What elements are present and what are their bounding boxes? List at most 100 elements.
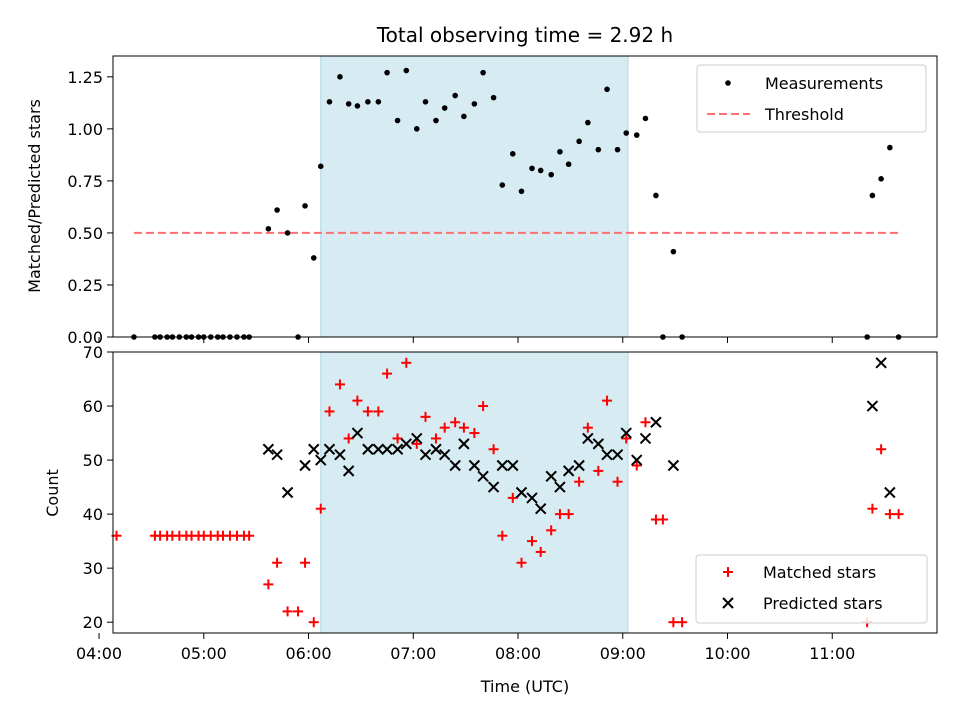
- measurement-point: [565, 161, 572, 168]
- matched-star-point: [469, 428, 480, 439]
- matched-star-point: [450, 417, 461, 428]
- bottom-y-axis-label: Count: [43, 469, 62, 517]
- predicted-star-point: [299, 459, 311, 472]
- measurement-point: [490, 94, 497, 101]
- bottom-plot-frame: [112, 351, 938, 634]
- matched-star-point: [535, 546, 546, 557]
- predicted-star-point: [884, 486, 896, 499]
- measurement-point: [302, 203, 308, 209]
- predicted-star-point: [592, 438, 605, 450]
- predicted-star-point: [342, 465, 355, 477]
- measurement-point: [461, 113, 467, 120]
- measurement-point: [548, 171, 554, 178]
- matched-star-point: [420, 411, 431, 422]
- measurement-point: [345, 101, 352, 107]
- measurement-point: [509, 151, 516, 157]
- predicted-star-point: [866, 400, 879, 412]
- measurement-point: [614, 146, 621, 153]
- measurement-point: [413, 126, 420, 132]
- measurement-point: [441, 105, 448, 111]
- measurement-point: [384, 69, 390, 76]
- predicted-star-point: [667, 459, 680, 472]
- matched-star-point: [884, 509, 895, 520]
- matched-star-point: [478, 401, 489, 412]
- matched-star-point: [308, 617, 319, 628]
- x-tick-label: 10:00: [704, 644, 750, 663]
- predicted-star-point: [582, 432, 594, 445]
- measurement-point: [670, 248, 677, 255]
- legend-matched-label: Matched stars: [763, 563, 876, 582]
- legend-threshold-label: Threshold: [764, 105, 844, 124]
- y-tick-label: 30: [83, 559, 103, 578]
- y-tick-label: 60: [83, 397, 103, 416]
- measurement-point: [274, 207, 280, 213]
- x-tick-label: 09:00: [600, 644, 646, 663]
- predicted-star-point: [477, 470, 489, 482]
- matched-star-point: [668, 617, 679, 628]
- bottom-legend-box: [695, 554, 928, 624]
- predicted-star-point: [487, 481, 500, 493]
- predicted-star-point: [601, 448, 613, 461]
- predicted-star-point: [535, 503, 547, 515]
- predicted-star-point: [496, 459, 509, 472]
- measurement-point: [265, 225, 272, 232]
- y-tick-label: 20: [83, 613, 103, 632]
- predicted-star-point: [631, 454, 643, 466]
- matched-star-point: [867, 503, 878, 514]
- predicted-star-point: [391, 443, 404, 455]
- legend-measurements-label: Measurements: [765, 74, 883, 93]
- measurement-point: [394, 117, 401, 124]
- matched-star-points: [111, 357, 904, 628]
- matched-star-point: [497, 530, 508, 541]
- measurement-point: [452, 92, 458, 99]
- x-tick-label: 07:00: [390, 644, 436, 663]
- measurement-point: [633, 132, 640, 138]
- y-tick-label: 1.25: [67, 68, 103, 87]
- top-y-ticks: 0.00 0.25 0.50 0.75 1.00 1.25: [67, 68, 113, 347]
- measurement-point: [471, 101, 478, 107]
- legend-measurements-marker: [725, 80, 731, 86]
- x-tick-label: 05:00: [181, 644, 227, 663]
- matched-star-point: [282, 606, 293, 617]
- measurement-point: [557, 148, 563, 155]
- predicted-star-point: [468, 459, 481, 472]
- predicted-star-point: [515, 486, 528, 499]
- predicted-star-point: [315, 454, 327, 466]
- matched-star-point: [324, 406, 335, 417]
- top-plot-frame: [112, 55, 938, 338]
- matched-star-point: [574, 476, 585, 487]
- matched-star-point: [593, 465, 604, 476]
- measurement-point: [326, 98, 333, 105]
- matched-star-point: [640, 417, 651, 428]
- matched-star-point: [507, 492, 518, 503]
- x-axis-label: Time (UTC): [480, 677, 569, 696]
- predicted-star-point: [362, 443, 374, 455]
- bottom-x-ticks: 04:00 05:00 06:00 07:00 08:00 09:00 10:00 11:00: [76, 633, 855, 663]
- measurement-point: [317, 163, 324, 170]
- predicted-star-point: [262, 443, 275, 455]
- predicted-star-point: [507, 459, 519, 472]
- measurement-point: [585, 119, 591, 126]
- measurement-point: [653, 192, 659, 199]
- matched-star-point: [352, 395, 363, 406]
- measurement-point: [623, 130, 630, 136]
- legend-predicted-marker: [722, 597, 734, 609]
- predicted-star-point: [639, 432, 652, 445]
- top-legend: Measurements Threshold: [696, 64, 927, 133]
- matched-star-point: [300, 557, 311, 568]
- matched-star-point: [334, 379, 345, 390]
- bottom-legend: Matched stars Predicted stars: [695, 554, 928, 624]
- matched-star-point: [657, 514, 668, 525]
- measurement-point: [284, 230, 291, 236]
- measurement-point: [529, 165, 535, 172]
- matched-star-point: [343, 433, 354, 444]
- matched-star-point: [244, 530, 255, 541]
- matched-star-point: [392, 433, 403, 444]
- bottom-shaded-interval: [320, 352, 628, 633]
- y-tick-label: 0.00: [67, 328, 103, 347]
- matched-star-point: [458, 422, 469, 433]
- matched-star-point: [893, 509, 904, 520]
- measurement-point: [604, 86, 610, 93]
- x-tick-label: 08:00: [495, 644, 541, 663]
- matched-star-point: [612, 476, 623, 487]
